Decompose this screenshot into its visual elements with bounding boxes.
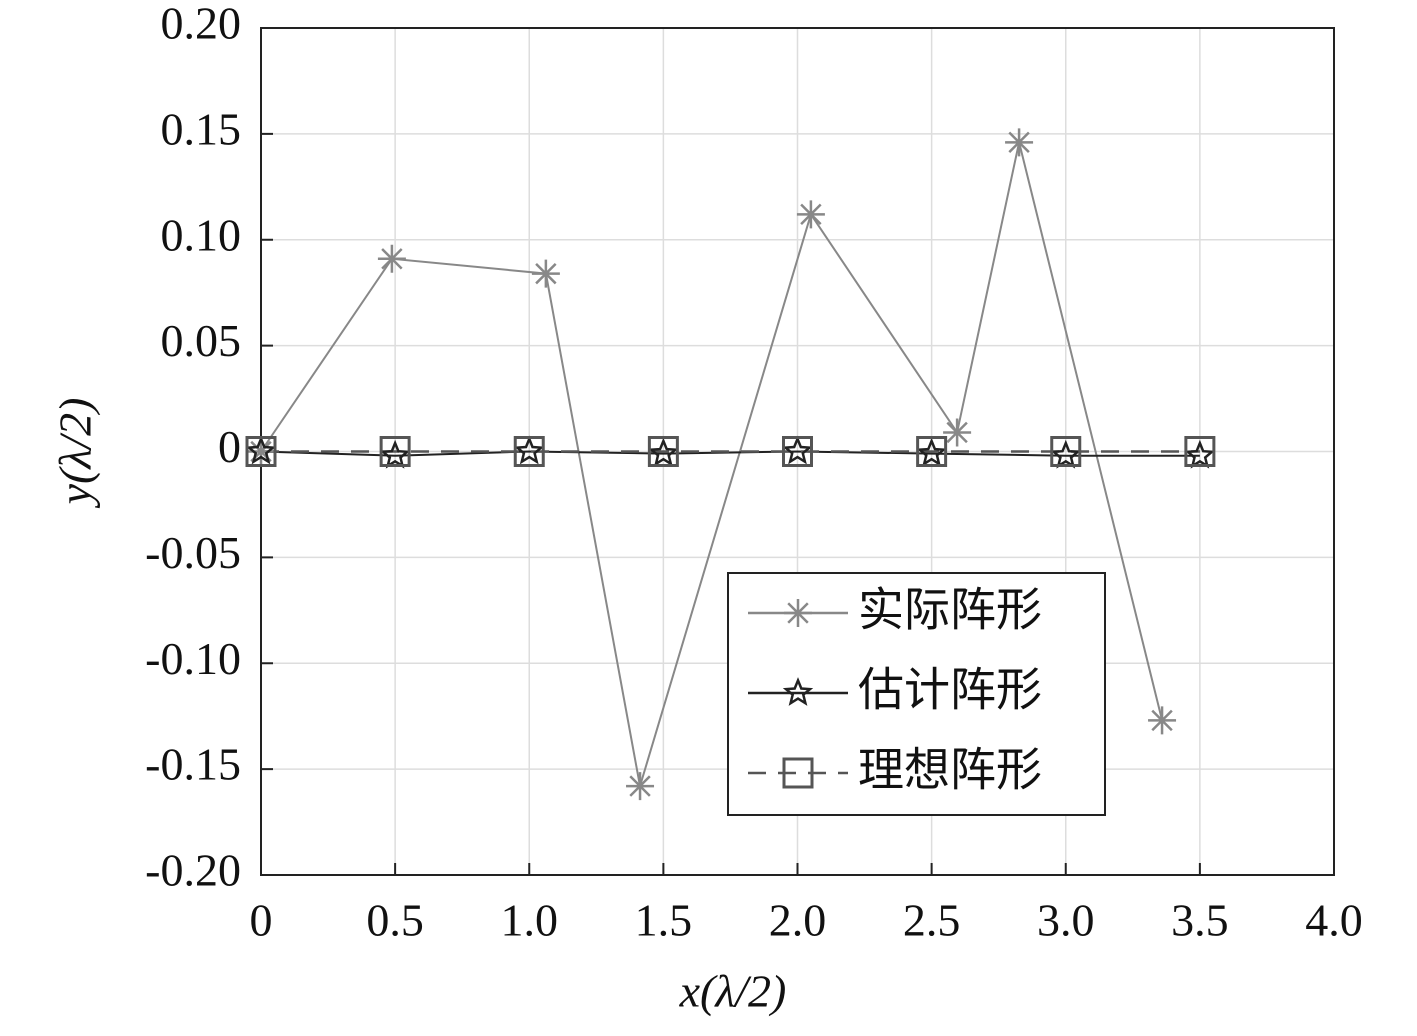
marker-star (245, 435, 277, 465)
x-tick-label: 2.5 (903, 895, 961, 946)
y-tick-label: 0 (218, 421, 241, 472)
y-tick-label: -0.20 (145, 845, 241, 896)
y-tick-label: -0.05 (145, 527, 241, 578)
marker-star (1050, 439, 1081, 469)
marker-square (513, 436, 545, 467)
legend-label: 实际阵形 (858, 583, 1042, 637)
marker-square (647, 436, 679, 467)
x-tick-label: 1.5 (635, 895, 693, 946)
marker-square (782, 757, 814, 789)
marker-star (782, 435, 813, 465)
y-tick-label: 0.05 (161, 315, 242, 366)
x-tick-label: 1.0 (501, 895, 559, 946)
x-tick-label: 0.5 (366, 895, 424, 946)
marker-square (1184, 436, 1216, 467)
x-tick-label: 4.0 (1305, 895, 1363, 946)
marker-asterisk (377, 244, 406, 273)
marker-star (916, 437, 947, 467)
marker-star (514, 435, 545, 465)
x-tick-label: 2.0 (769, 895, 827, 946)
y-tick-label: -0.15 (145, 739, 241, 790)
y-tick-label: 0.10 (161, 209, 242, 260)
marker-star (782, 677, 814, 706)
x-tick-label: 3.0 (1037, 895, 1095, 946)
marker-asterisk (784, 599, 812, 627)
marker-square (916, 436, 948, 467)
marker-asterisk (247, 437, 275, 466)
marker-square (379, 436, 411, 467)
marker-star (1184, 439, 1216, 469)
x-axis-label: x(λ/2) (679, 966, 787, 1017)
y-axis-label: y(λ/2) (50, 398, 101, 509)
marker-asterisk (1148, 706, 1177, 735)
marker-square (782, 436, 813, 467)
marker-star (648, 437, 679, 467)
marker-asterisk (796, 200, 825, 229)
y-tick-label: 0.20 (161, 0, 242, 49)
y-tick-label: -0.10 (145, 633, 241, 684)
marker-square (1050, 436, 1082, 467)
series-line (260, 142, 1164, 787)
series-line (260, 450, 1200, 457)
marker-star (379, 439, 411, 469)
marker-asterisk (943, 418, 972, 447)
legend-label: 估计阵形 (858, 663, 1042, 717)
marker-asterisk (1005, 128, 1034, 157)
marker-asterisk (626, 772, 655, 801)
marker-square (245, 436, 277, 467)
marker-asterisk (531, 259, 560, 288)
y-tick-label: 0.15 (161, 103, 242, 154)
legend-label: 理想阵形 (858, 743, 1042, 797)
x-tick-label: 3.5 (1171, 895, 1229, 946)
x-tick-label: 0 (250, 895, 273, 946)
